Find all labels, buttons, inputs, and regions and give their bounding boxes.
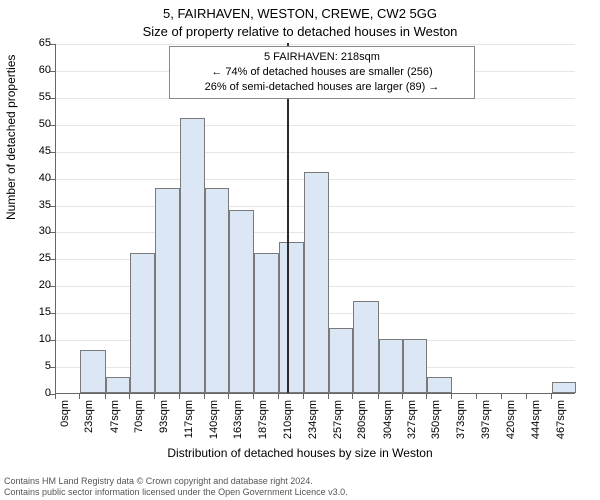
histogram-bar xyxy=(205,188,229,393)
x-tick-mark xyxy=(352,394,353,399)
y-tick-label: 65 xyxy=(11,37,51,49)
x-tick-mark xyxy=(228,394,229,399)
x-tick-mark xyxy=(551,394,552,399)
x-tick-mark xyxy=(179,394,180,399)
x-tick-mark xyxy=(303,394,304,399)
histogram-bar xyxy=(379,339,403,393)
y-tick-mark xyxy=(50,367,55,368)
y-tick-label: 50 xyxy=(11,118,51,130)
footer-line-1: Contains HM Land Registry data © Crown c… xyxy=(4,476,348,487)
y-tick-label: 40 xyxy=(11,172,51,184)
x-tick-label: 373sqm xyxy=(455,400,467,460)
histogram-bar xyxy=(130,253,154,393)
x-tick-mark xyxy=(55,394,56,399)
y-tick-label: 0 xyxy=(11,387,51,399)
x-tick-mark xyxy=(253,394,254,399)
x-tick-label: 444sqm xyxy=(530,400,542,460)
x-tick-mark xyxy=(129,394,130,399)
y-tick-mark xyxy=(50,44,55,45)
gridline xyxy=(56,44,575,45)
histogram-bar xyxy=(180,118,204,393)
y-tick-label: 45 xyxy=(11,145,51,157)
x-tick-label: 210sqm xyxy=(282,400,294,460)
x-tick-mark xyxy=(105,394,106,399)
gridline xyxy=(56,125,575,126)
y-tick-mark xyxy=(50,125,55,126)
histogram-bar xyxy=(304,172,328,393)
x-tick-label: 70sqm xyxy=(133,400,145,460)
x-tick-label: 187sqm xyxy=(257,400,269,460)
histogram-bar xyxy=(329,328,353,393)
x-tick-label: 350sqm xyxy=(430,400,442,460)
y-tick-label: 35 xyxy=(11,199,51,211)
x-tick-mark xyxy=(426,394,427,399)
y-tick-label: 15 xyxy=(11,306,51,318)
footer: Contains HM Land Registry data © Crown c… xyxy=(4,476,348,499)
histogram-bar xyxy=(155,188,180,393)
x-tick-mark xyxy=(328,394,329,399)
x-tick-label: 304sqm xyxy=(382,400,394,460)
y-tick-label: 20 xyxy=(11,279,51,291)
title-address: 5, FAIRHAVEN, WESTON, CREWE, CW2 5GG xyxy=(0,6,600,21)
x-tick-label: 47sqm xyxy=(109,400,121,460)
histogram-bar xyxy=(106,377,130,393)
histogram-bar xyxy=(403,339,427,393)
x-tick-label: 140sqm xyxy=(208,400,220,460)
y-tick-mark xyxy=(50,152,55,153)
histogram-bar xyxy=(254,253,278,393)
y-tick-mark xyxy=(50,98,55,99)
histogram-bar xyxy=(353,301,378,393)
x-tick-label: 163sqm xyxy=(232,400,244,460)
y-tick-mark xyxy=(50,313,55,314)
annotation-line-3: 26% of semi-detached houses are larger (… xyxy=(176,80,467,95)
gridline xyxy=(56,152,575,153)
histogram-bar xyxy=(552,382,576,393)
y-tick-label: 25 xyxy=(11,252,51,264)
histogram-bar xyxy=(279,242,304,393)
y-tick-label: 10 xyxy=(11,333,51,345)
y-tick-label: 30 xyxy=(11,225,51,237)
y-tick-mark xyxy=(50,259,55,260)
x-tick-label: 327sqm xyxy=(406,400,418,460)
title-subtitle: Size of property relative to detached ho… xyxy=(0,24,600,39)
x-tick-label: 257sqm xyxy=(332,400,344,460)
x-tick-mark xyxy=(204,394,205,399)
y-tick-mark xyxy=(50,179,55,180)
y-tick-label: 55 xyxy=(11,91,51,103)
y-axis-label: Number of detached properties xyxy=(4,55,18,220)
histogram-bar xyxy=(427,377,451,393)
x-tick-label: 467sqm xyxy=(555,400,567,460)
x-tick-mark xyxy=(501,394,502,399)
x-tick-mark xyxy=(378,394,379,399)
y-tick-mark xyxy=(50,206,55,207)
x-tick-label: 234sqm xyxy=(307,400,319,460)
footer-line-2: Contains public sector information licen… xyxy=(4,487,348,498)
annotation-line-2: ← 74% of detached houses are smaller (25… xyxy=(176,65,467,80)
y-tick-mark xyxy=(50,71,55,72)
x-tick-mark xyxy=(526,394,527,399)
histogram-bar xyxy=(229,210,254,393)
x-tick-mark xyxy=(79,394,80,399)
y-tick-label: 60 xyxy=(11,64,51,76)
y-tick-label: 5 xyxy=(11,360,51,372)
annotation-box: 5 FAIRHAVEN: 218sqm ← 74% of detached ho… xyxy=(169,46,474,99)
x-tick-mark xyxy=(451,394,452,399)
x-tick-mark xyxy=(278,394,279,399)
x-tick-label: 420sqm xyxy=(505,400,517,460)
x-tick-label: 280sqm xyxy=(356,400,368,460)
x-tick-label: 117sqm xyxy=(183,400,195,460)
y-tick-mark xyxy=(50,340,55,341)
x-tick-mark xyxy=(154,394,155,399)
x-tick-label: 0sqm xyxy=(59,400,71,460)
x-tick-label: 397sqm xyxy=(480,400,492,460)
annotation-line-1: 5 FAIRHAVEN: 218sqm xyxy=(176,50,467,65)
x-tick-label: 23sqm xyxy=(83,400,95,460)
y-tick-mark xyxy=(50,232,55,233)
histogram-bar xyxy=(80,350,105,393)
x-tick-mark xyxy=(476,394,477,399)
x-tick-mark xyxy=(402,394,403,399)
x-tick-label: 93sqm xyxy=(158,400,170,460)
y-tick-mark xyxy=(50,286,55,287)
